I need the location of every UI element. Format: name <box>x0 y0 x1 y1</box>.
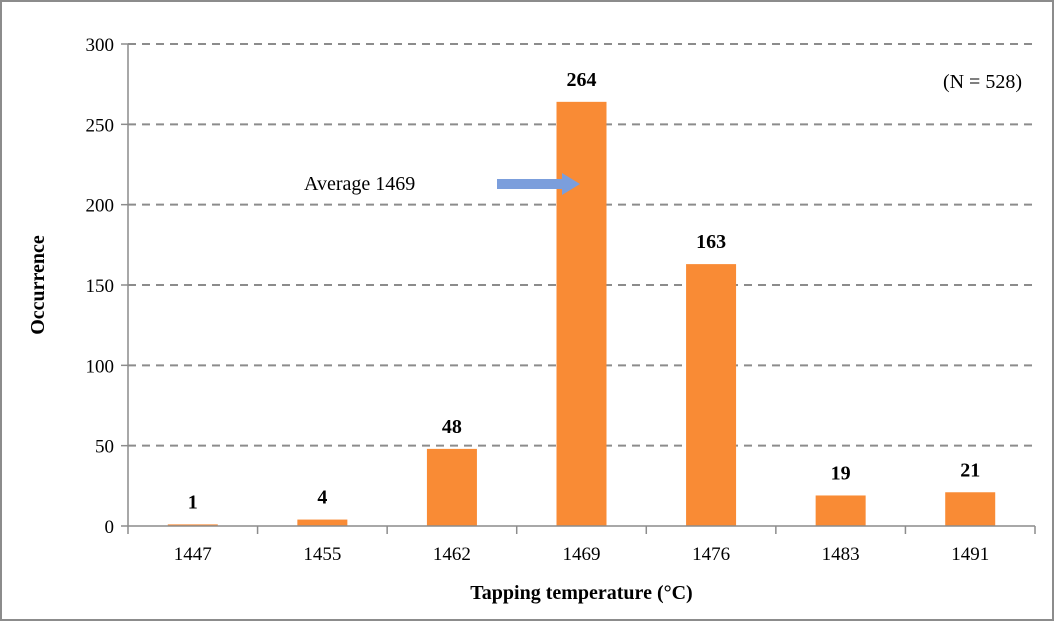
x-tick-label: 1455 <box>303 544 341 565</box>
data-label: 48 <box>442 416 462 438</box>
data-label: 19 <box>831 462 851 484</box>
data-labels: 1 4 48 264 163 19 21 <box>188 69 980 514</box>
y-tick-label: 300 <box>86 35 115 56</box>
y-tick-label: 150 <box>86 276 115 297</box>
x-tick-label: 1476 <box>692 544 730 565</box>
bars <box>167 101 996 526</box>
data-label: 264 <box>567 69 597 91</box>
x-axis-title: Tapping temperature (°C) <box>470 582 692 604</box>
average-annotation: Average 1469 <box>304 173 415 195</box>
x-tick-label: 1447 <box>174 544 212 565</box>
bar-1455 <box>297 519 348 526</box>
y-tick-label: 250 <box>86 115 115 136</box>
data-label: 4 <box>317 487 327 509</box>
average-arrow-icon <box>497 173 580 195</box>
bar-1469 <box>556 101 607 526</box>
x-tick-label: 1491 <box>951 544 989 565</box>
y-tick-label: 50 <box>95 437 114 458</box>
data-label: 1 <box>188 491 198 513</box>
sample-size-annotation: (N = 528) <box>943 71 1022 93</box>
data-label: 163 <box>696 231 726 253</box>
x-tick-label: 1462 <box>433 544 471 565</box>
y-tick-label: 100 <box>86 356 115 377</box>
data-label: 21 <box>960 459 980 481</box>
bar-1447 <box>167 524 218 526</box>
x-tick-label: 1483 <box>822 544 860 565</box>
x-tick-label: 1469 <box>563 544 601 565</box>
bar-1491 <box>945 492 996 526</box>
bar-1476 <box>686 264 737 526</box>
y-axis-title: Occurrence <box>27 235 49 335</box>
bar-1462 <box>426 448 477 526</box>
y-tick-label: 0 <box>105 517 115 538</box>
bar-1483 <box>815 495 866 526</box>
y-tick-label: 200 <box>86 196 115 217</box>
